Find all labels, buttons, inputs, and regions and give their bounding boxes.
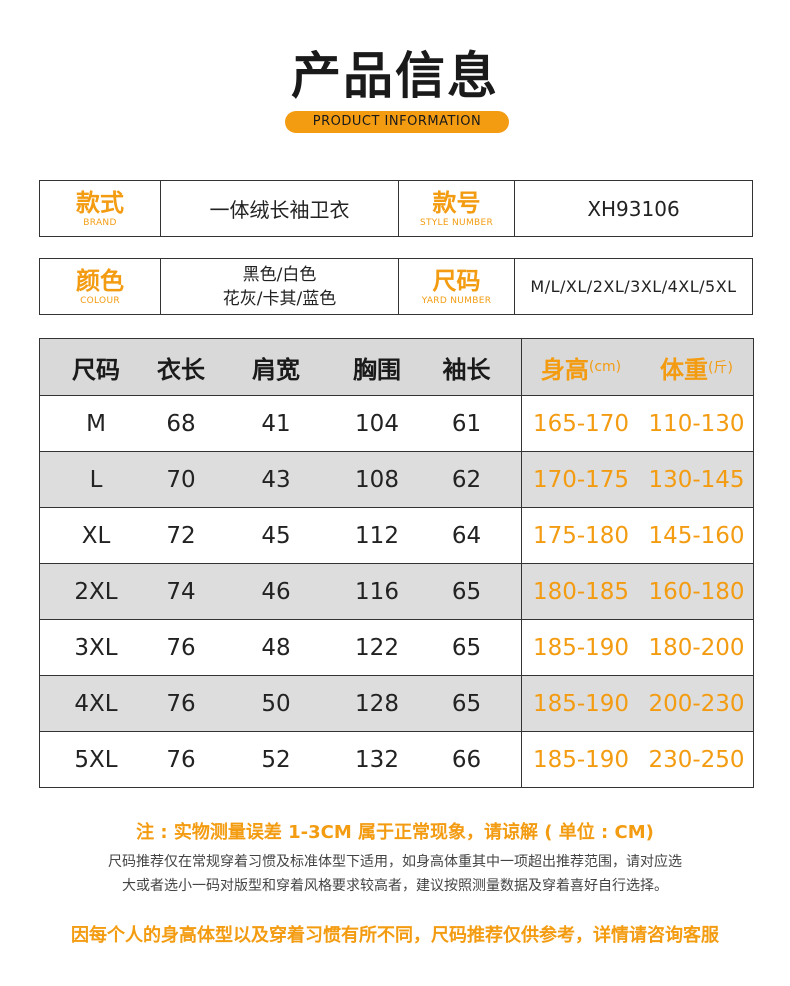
cell-sleeve: 61 (412, 396, 522, 451)
cell-weight: 145-160 (648, 522, 745, 549)
measure-note: 注 : 实物测量误差 1-3CM 属于正常现象，请谅解 ( 单位 : CM) (136, 822, 654, 843)
colour-value: 黑色/白色 花灰/卡其/蓝色 (161, 259, 399, 314)
cell-chest: 112 (355, 522, 399, 549)
brand-label-en: BRAND (83, 217, 117, 228)
table-row: 4XL 76 50 128 65 185-190 200-230 (40, 675, 753, 731)
recommend-note-line2: 大或者选小一码对版型和穿着风格要求较高者，建议按照测量数据及穿着喜好自行选择。 (122, 878, 668, 894)
cell-length: 72 (166, 522, 196, 549)
cell-weight: 130-145 (648, 466, 745, 493)
cell-sleeve: 65 (412, 676, 522, 731)
cell-size: L (89, 466, 103, 493)
cell-length: 76 (166, 690, 196, 717)
header-height: 身高 (cm) (522, 339, 640, 395)
cell-weight: 200-230 (648, 690, 745, 717)
cell-height: 170-175 (532, 466, 630, 493)
colour-label-en: COLOUR (80, 295, 120, 306)
yard-number-value: M/L/XL/2XL/3XL/4XL/5XL (530, 277, 737, 296)
cell-size: XL (81, 522, 111, 549)
cell-height: 185-190 (532, 690, 630, 717)
header-height-label: 身高 (540, 355, 589, 384)
cell-length: 76 (166, 634, 196, 661)
cell-height: 185-190 (532, 746, 630, 773)
cell-sleeve: 62 (412, 452, 522, 507)
cell-shoulder: 45 (261, 522, 291, 549)
cell-length: 76 (166, 746, 196, 773)
cell-sleeve: 65 (412, 620, 522, 675)
cell-weight: 160-180 (648, 578, 745, 605)
recommend-note: 尺码推荐仅在常规穿着习惯及标准体型下适用，如身高体重其中一项超出推荐范围，请对应… (0, 850, 790, 898)
cell-chest: 122 (355, 634, 399, 661)
cell-sleeve: 65 (412, 564, 522, 619)
cell-sleeve: 66 (412, 732, 522, 787)
brand-label-cn: 款式 (76, 188, 124, 217)
header-sleeve: 袖长 (412, 339, 522, 395)
style-number-label-en: STYLE NUMBER (419, 217, 494, 228)
header-chest: 胸围 (353, 355, 401, 384)
cell-length: 68 (166, 410, 196, 437)
cell-shoulder: 43 (261, 466, 291, 493)
cell-length: 70 (166, 466, 196, 493)
cell-height: 185-190 (532, 634, 630, 661)
header-shoulder: 肩宽 (252, 355, 300, 384)
cell-length: 74 (166, 578, 196, 605)
header-length: 衣长 (157, 355, 205, 384)
colour-label: 颜色 COLOUR (40, 259, 161, 314)
subtitle-badge: PRODUCT INFORMATION (285, 111, 509, 133)
size-table: 尺码 衣长 肩宽 胸围 袖长 身高 (cm) 体重 (斤) M 68 41 104 61 16… (39, 338, 754, 788)
colour-label-cn: 颜色 (76, 266, 124, 295)
cell-chest: 116 (355, 578, 399, 605)
size-table-header: 尺码 衣长 肩宽 胸围 袖长 身高 (cm) 体重 (斤) (40, 339, 753, 395)
cell-shoulder: 52 (261, 746, 291, 773)
brand-value: 一体绒长袖卫衣 (161, 181, 399, 236)
recommend-note-line1: 尺码推荐仅在常规穿着习惯及标准体型下适用，如身高体重其中一项超出推荐范围，请对应… (108, 854, 682, 870)
table-row: XL 72 45 112 64 175-180 145-160 (40, 507, 753, 563)
cell-size: 2XL (74, 578, 118, 605)
cell-weight: 180-200 (648, 634, 745, 661)
table-row: L 70 43 108 62 170-175 130-145 (40, 451, 753, 507)
table-row: 3XL 76 48 122 65 185-190 180-200 (40, 619, 753, 675)
cell-height: 165-170 (532, 410, 630, 437)
colour-value-line2: 花灰/卡其/蓝色 (222, 288, 337, 309)
colour-value-line1: 黑色/白色 (242, 264, 317, 285)
table-row: M 68 41 104 61 165-170 110-130 (40, 395, 753, 451)
cell-height: 180-185 (532, 578, 630, 605)
size-table-body: M 68 41 104 61 165-170 110-130 L 70 43 108 62 170-17… (40, 395, 753, 787)
cell-weight: 110-130 (648, 410, 745, 437)
disclaimer-note: 因每个人的身高体型以及穿着习惯有所不同，尺码推荐仅供参考，详情请咨询客服 (71, 925, 719, 946)
header-height-unit: (cm) (588, 359, 622, 375)
cell-size: 3XL (74, 634, 118, 661)
header-weight: 体重 (斤) (640, 339, 753, 395)
cell-height: 175-180 (532, 522, 630, 549)
table-row: 5XL 76 52 132 66 185-190 230-250 (40, 731, 753, 787)
header-weight-unit: (斤) (708, 360, 733, 376)
cell-weight: 230-250 (648, 746, 745, 773)
cell-chest: 128 (355, 690, 399, 717)
cell-shoulder: 41 (261, 410, 291, 437)
cell-size: 4XL (74, 690, 118, 717)
cell-shoulder: 48 (261, 634, 291, 661)
cell-chest: 132 (355, 746, 399, 773)
info-row-colour: 颜色 COLOUR 黑色/白色 花灰/卡其/蓝色 尺码 YARD NUMBER … (39, 258, 753, 315)
cell-sleeve: 64 (412, 508, 522, 563)
cell-size: M (86, 410, 106, 437)
info-row-style: 款式 BRAND 一体绒长袖卫衣 款号 STYLE NUMBER XH93106 (39, 180, 753, 237)
yard-number-label-cn: 尺码 (432, 266, 481, 295)
yard-number-label: 尺码 YARD NUMBER (399, 259, 515, 314)
yard-number-label-en: YARD NUMBER (421, 295, 492, 306)
brand-label: 款式 BRAND (40, 181, 161, 236)
table-row: 2XL 74 46 116 65 180-185 160-180 (40, 563, 753, 619)
header-weight-label: 体重 (660, 355, 709, 384)
style-number-value: XH93106 (587, 196, 680, 221)
header-size: 尺码 (72, 355, 120, 384)
page-title: 产品信息 (291, 47, 499, 105)
cell-chest: 104 (355, 410, 399, 437)
cell-shoulder: 50 (261, 690, 291, 717)
cell-shoulder: 46 (261, 578, 291, 605)
cell-size: 5XL (74, 746, 118, 773)
style-number-label-cn: 款号 (432, 188, 481, 217)
style-number-label: 款号 STYLE NUMBER (399, 181, 515, 236)
cell-chest: 108 (355, 466, 399, 493)
